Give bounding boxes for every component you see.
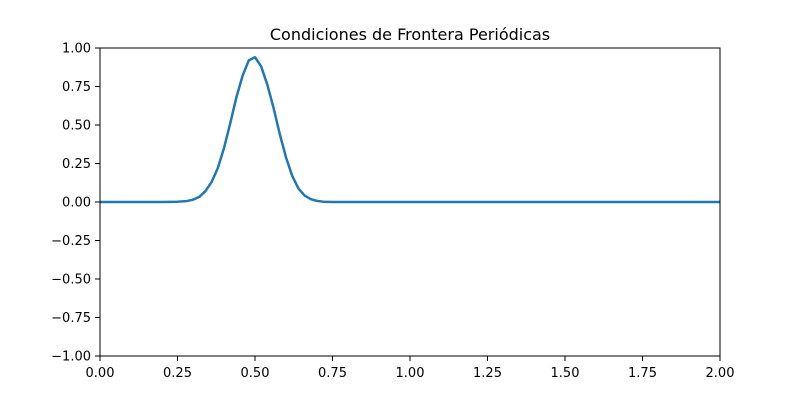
x-tick-label: 1.25 [473, 366, 502, 381]
x-tick-label: 0.25 [163, 366, 192, 381]
x-tick-label: 2.00 [706, 366, 735, 381]
ticks-layer: 0.00 0.25 0.50 0.75 1.00 1.25 1.50 1.75 2.00 −1.0… [51, 42, 734, 382]
y-tick-label: 0.50 [62, 119, 91, 134]
x-tick-label: 0.75 [318, 366, 347, 381]
y-tick-label: −1.00 [51, 350, 91, 365]
plot-frame [99, 47, 721, 357]
series-line [100, 55, 720, 204]
y-tick-label: −0.25 [51, 234, 91, 249]
chart-title: Condiciones de Frontera Periódicas [270, 25, 550, 44]
x-tick-label: 1.75 [628, 366, 657, 381]
x-tick-label: 0.50 [241, 366, 270, 381]
x-tick-label: 0.00 [86, 366, 115, 381]
y-tick-label: 0.25 [62, 157, 91, 172]
x-tick-label: 1.00 [396, 366, 425, 381]
y-tick-label: 0.75 [62, 80, 91, 95]
y-tick-label: −0.75 [51, 311, 91, 326]
y-tick-label: −0.50 [51, 273, 91, 288]
x-tick-label: 1.50 [551, 366, 580, 381]
series-layer [100, 55, 720, 204]
y-tick-label: 1.00 [62, 42, 91, 57]
y-tick-label: 0.00 [62, 196, 91, 211]
